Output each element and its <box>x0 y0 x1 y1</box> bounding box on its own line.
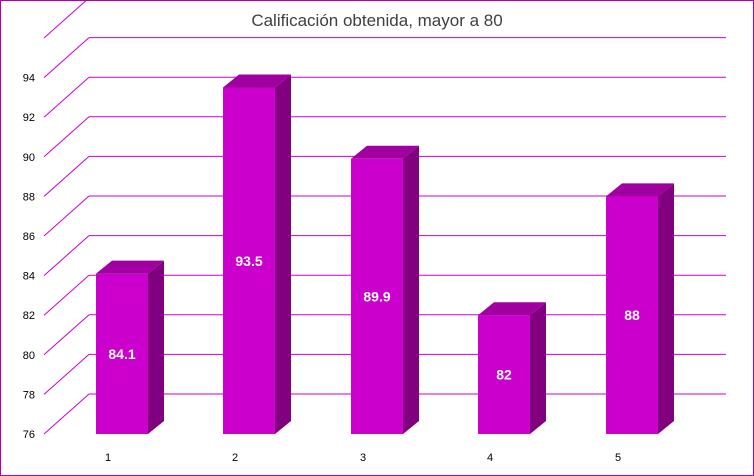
y-tick-label: 94 <box>23 73 35 85</box>
data-label: 88 <box>624 307 640 323</box>
y-tick-label: 78 <box>23 389 35 401</box>
gridline-diagonal <box>43 314 90 356</box>
x-tick-label: 2 <box>232 452 238 464</box>
data-label: 82 <box>496 367 512 383</box>
bar <box>96 273 148 434</box>
bar-side <box>148 260 164 434</box>
gridline-diagonal <box>43 274 90 316</box>
gridline-diagonal <box>43 76 90 118</box>
bar-top <box>606 183 674 197</box>
y-tick-label: 84 <box>23 271 35 283</box>
gridline-diagonal <box>43 393 90 435</box>
y-tick-label: 82 <box>23 310 35 322</box>
bar-top <box>351 145 419 159</box>
bar-side <box>530 302 546 434</box>
data-label: 84.1 <box>108 346 135 362</box>
y-tick-label: 92 <box>23 112 35 124</box>
bar <box>606 196 658 434</box>
x-tick-label: 4 <box>487 452 493 464</box>
gridline-diagonal <box>43 1 87 39</box>
y-tick-label: 90 <box>23 152 35 164</box>
y-tick-label: 86 <box>23 231 35 243</box>
bar <box>223 87 275 434</box>
bar <box>351 158 403 434</box>
bar-top <box>478 302 546 316</box>
data-label: 93.5 <box>235 253 262 269</box>
bar <box>478 315 530 434</box>
bar-side <box>658 183 674 434</box>
data-label: 89.9 <box>363 288 390 304</box>
bar-side <box>403 145 419 434</box>
chart-title: Calificación obtenida, mayor a 80 <box>251 11 503 30</box>
gridline-diagonal <box>43 235 90 276</box>
y-tick-label: 76 <box>23 429 35 441</box>
y-tick-label: 88 <box>23 191 35 203</box>
gridline-diagonal <box>43 354 90 395</box>
x-tick-label: 5 <box>615 452 621 464</box>
bar-side <box>275 74 291 434</box>
gridline-diagonal <box>43 156 90 197</box>
bar-top <box>96 260 164 274</box>
x-tick-label: 3 <box>360 452 366 464</box>
gridline-diagonal <box>43 195 90 237</box>
gridline-diagonal <box>43 116 90 158</box>
y-tick-label: 80 <box>23 350 35 362</box>
x-tick-label: 1 <box>105 452 111 464</box>
gridline-diagonal <box>43 37 90 78</box>
bar-top <box>223 74 291 88</box>
